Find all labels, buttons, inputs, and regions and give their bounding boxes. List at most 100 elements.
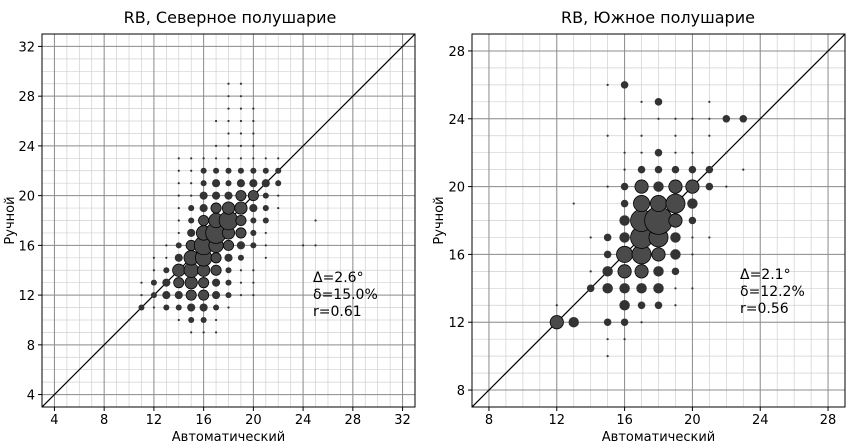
data-point xyxy=(549,315,564,330)
data-point xyxy=(250,229,257,236)
data-point xyxy=(314,244,317,247)
data-point xyxy=(225,279,232,286)
data-point xyxy=(184,276,198,290)
y-axis-label: Ручной xyxy=(3,196,18,244)
data-point xyxy=(264,244,267,247)
data-point xyxy=(620,199,629,208)
x-tick-label: 12 xyxy=(146,413,163,428)
y-tick-label: 24 xyxy=(18,140,35,155)
data-point xyxy=(239,144,243,147)
data-point xyxy=(674,304,677,307)
data-point xyxy=(603,318,612,327)
data-point xyxy=(619,232,630,243)
stats-annotation: r=0.61 xyxy=(313,304,362,320)
data-point xyxy=(237,167,244,174)
data-point xyxy=(236,241,246,250)
data-point xyxy=(262,205,269,212)
data-point xyxy=(572,202,575,205)
data-point xyxy=(633,195,651,213)
y-tick-label: 4 xyxy=(27,389,35,404)
data-point xyxy=(165,256,168,259)
data-point xyxy=(619,215,630,226)
stats-annotation: δ=12.2% xyxy=(740,284,805,300)
data-point xyxy=(127,318,131,322)
y-tick-label: 20 xyxy=(448,181,465,196)
data-point xyxy=(277,206,280,210)
data-point xyxy=(185,289,197,301)
data-point xyxy=(691,117,694,120)
stats-annotation: Δ=2.1° xyxy=(740,267,791,283)
data-point xyxy=(654,301,663,310)
chart-title: RB, Северное полушарие xyxy=(124,8,337,27)
data-point xyxy=(175,242,182,249)
data-point xyxy=(150,279,157,286)
data-point xyxy=(252,281,255,284)
data-point xyxy=(198,289,210,301)
data-point xyxy=(227,157,230,160)
x-tick-label: 4 xyxy=(50,413,58,428)
data-point xyxy=(634,264,649,279)
x-tick-label: 8 xyxy=(100,413,108,428)
x-tick-label: 12 xyxy=(548,413,565,428)
data-point xyxy=(173,277,185,289)
data-point xyxy=(187,228,196,238)
chart-title: RB, Южное полушарие xyxy=(561,8,755,27)
data-point xyxy=(187,303,196,312)
data-point xyxy=(225,292,232,299)
data-point xyxy=(152,269,155,272)
data-point xyxy=(224,191,233,200)
data-point xyxy=(163,304,170,311)
x-tick-label: 28 xyxy=(345,413,362,428)
y-tick-label: 20 xyxy=(18,190,35,205)
data-point xyxy=(691,151,694,154)
data-point xyxy=(239,281,243,284)
data-point xyxy=(688,216,697,225)
stats-annotation: Δ=2.6° xyxy=(313,270,364,286)
data-point xyxy=(264,231,267,235)
y-tick-label: 32 xyxy=(18,40,35,55)
data-point xyxy=(190,182,193,185)
data-point xyxy=(654,148,663,157)
data-point xyxy=(250,242,257,249)
y-tick-label: 12 xyxy=(448,316,465,331)
data-point xyxy=(239,82,243,85)
data-point xyxy=(708,236,711,239)
data-point xyxy=(623,338,626,341)
data-points xyxy=(549,81,748,358)
data-point xyxy=(649,195,668,213)
data-point xyxy=(620,182,629,191)
data-point xyxy=(637,301,646,310)
data-point xyxy=(235,214,247,227)
y-tick-label: 28 xyxy=(448,45,465,60)
x-tick-label: 16 xyxy=(616,413,633,428)
data-point xyxy=(671,165,680,174)
data-point xyxy=(177,318,180,322)
x-tick-label: 20 xyxy=(245,413,262,428)
data-point xyxy=(653,283,664,294)
data-point xyxy=(555,304,558,307)
data-point xyxy=(657,117,660,120)
data-point xyxy=(213,167,220,174)
data-point xyxy=(174,253,183,262)
data-point xyxy=(742,168,745,171)
data-point xyxy=(262,167,269,174)
data-point xyxy=(634,179,649,194)
data-point xyxy=(314,219,317,222)
data-point xyxy=(252,157,255,160)
data-point xyxy=(249,179,258,188)
x-tick-label: 8 xyxy=(485,413,493,428)
data-point xyxy=(640,321,643,324)
x-axis-label: Автоматический xyxy=(172,430,285,445)
data-point xyxy=(221,201,236,215)
data-point xyxy=(619,300,630,311)
data-point xyxy=(651,247,666,262)
data-point xyxy=(224,253,233,262)
data-point xyxy=(172,263,186,277)
data-point xyxy=(685,179,700,194)
data-point xyxy=(252,294,255,297)
data-point xyxy=(211,191,221,200)
data-point xyxy=(619,283,630,294)
data-point xyxy=(252,269,255,272)
x-tick-label: 32 xyxy=(394,413,411,428)
